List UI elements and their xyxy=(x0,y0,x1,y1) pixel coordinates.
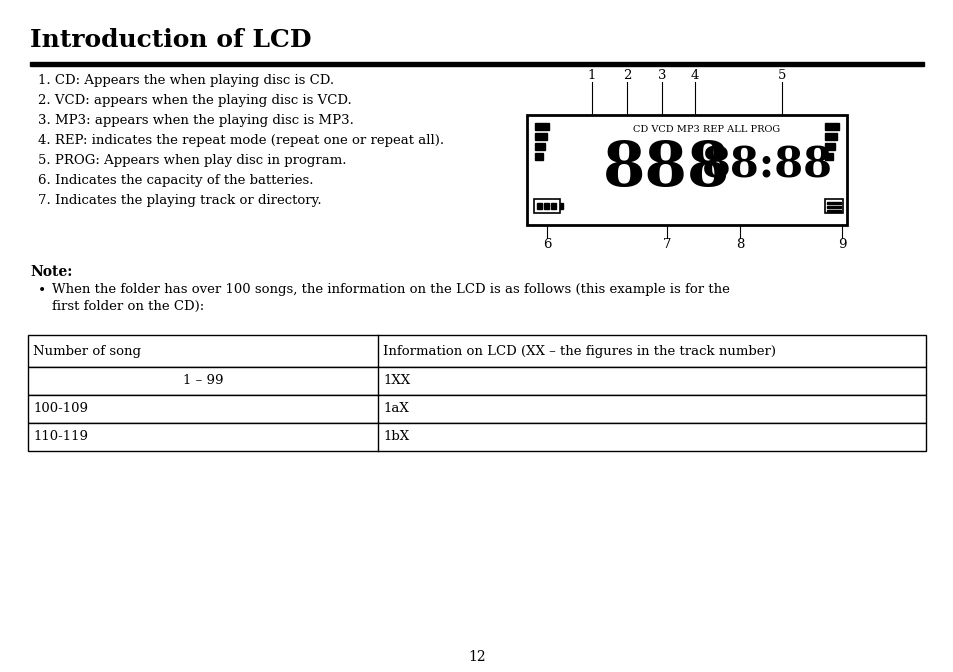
Bar xyxy=(543,203,548,209)
Text: Note:: Note: xyxy=(30,265,72,279)
Text: 8: 8 xyxy=(735,238,743,251)
Text: 1: 1 xyxy=(587,69,596,82)
Text: 1bX: 1bX xyxy=(382,431,409,444)
Bar xyxy=(28,423,925,451)
Text: 2: 2 xyxy=(622,69,631,82)
Text: Number of song: Number of song xyxy=(33,345,141,358)
Bar xyxy=(535,143,544,150)
Bar xyxy=(526,115,846,225)
Text: 12: 12 xyxy=(468,650,485,664)
Bar xyxy=(559,203,562,209)
Bar xyxy=(824,143,834,150)
Bar xyxy=(535,153,542,160)
Bar xyxy=(824,123,838,130)
Bar xyxy=(824,133,836,140)
Bar xyxy=(826,202,841,204)
Text: 7. Indicates the playing track or directory.: 7. Indicates the playing track or direct… xyxy=(38,194,321,207)
Bar xyxy=(28,367,925,395)
Text: 5. PROG: Appears when play disc in program.: 5. PROG: Appears when play disc in progr… xyxy=(38,154,346,167)
Text: 3: 3 xyxy=(657,69,665,82)
Text: 110-119: 110-119 xyxy=(33,431,88,444)
Text: 88:88: 88:88 xyxy=(700,145,832,187)
Bar xyxy=(535,123,548,130)
Text: 2. VCD: appears when the playing disc is VCD.: 2. VCD: appears when the playing disc is… xyxy=(38,94,352,107)
Text: CD VCD MP3 REP ALL PROG: CD VCD MP3 REP ALL PROG xyxy=(633,125,780,134)
Text: 4. REP: indicates the repeat mode (repeat one or repeat all).: 4. REP: indicates the repeat mode (repea… xyxy=(38,134,444,147)
Bar xyxy=(551,203,556,209)
Bar xyxy=(534,199,559,213)
Text: 6: 6 xyxy=(542,238,551,251)
Bar xyxy=(535,133,546,140)
Text: •: • xyxy=(38,283,46,297)
Bar xyxy=(824,199,842,213)
Text: first folder on the CD):: first folder on the CD): xyxy=(52,300,204,313)
Text: 100-109: 100-109 xyxy=(33,403,88,415)
Text: 888: 888 xyxy=(602,139,730,199)
Text: 1 – 99: 1 – 99 xyxy=(183,374,223,388)
Bar xyxy=(30,62,923,66)
Text: 5: 5 xyxy=(777,69,785,82)
Text: Information on LCD (XX – the figures in the track number): Information on LCD (XX – the figures in … xyxy=(382,345,775,358)
Text: 9: 9 xyxy=(837,238,845,251)
Bar xyxy=(826,206,841,208)
Text: 1. CD: Appears the when playing disc is CD.: 1. CD: Appears the when playing disc is … xyxy=(38,74,334,87)
Bar xyxy=(537,203,541,209)
Bar xyxy=(826,210,841,212)
Text: 1XX: 1XX xyxy=(382,374,410,388)
Text: 4: 4 xyxy=(690,69,699,82)
Bar xyxy=(824,153,832,160)
Bar xyxy=(28,335,925,367)
Bar xyxy=(28,395,925,423)
Text: 7: 7 xyxy=(662,238,671,251)
Text: 3. MP3: appears when the playing disc is MP3.: 3. MP3: appears when the playing disc is… xyxy=(38,114,354,127)
Text: Introduction of LCD: Introduction of LCD xyxy=(30,28,312,52)
Text: 6. Indicates the capacity of the batteries.: 6. Indicates the capacity of the batteri… xyxy=(38,174,314,187)
Text: 1aX: 1aX xyxy=(382,403,408,415)
Text: When the folder has over 100 songs, the information on the LCD is as follows (th: When the folder has over 100 songs, the … xyxy=(52,283,729,296)
